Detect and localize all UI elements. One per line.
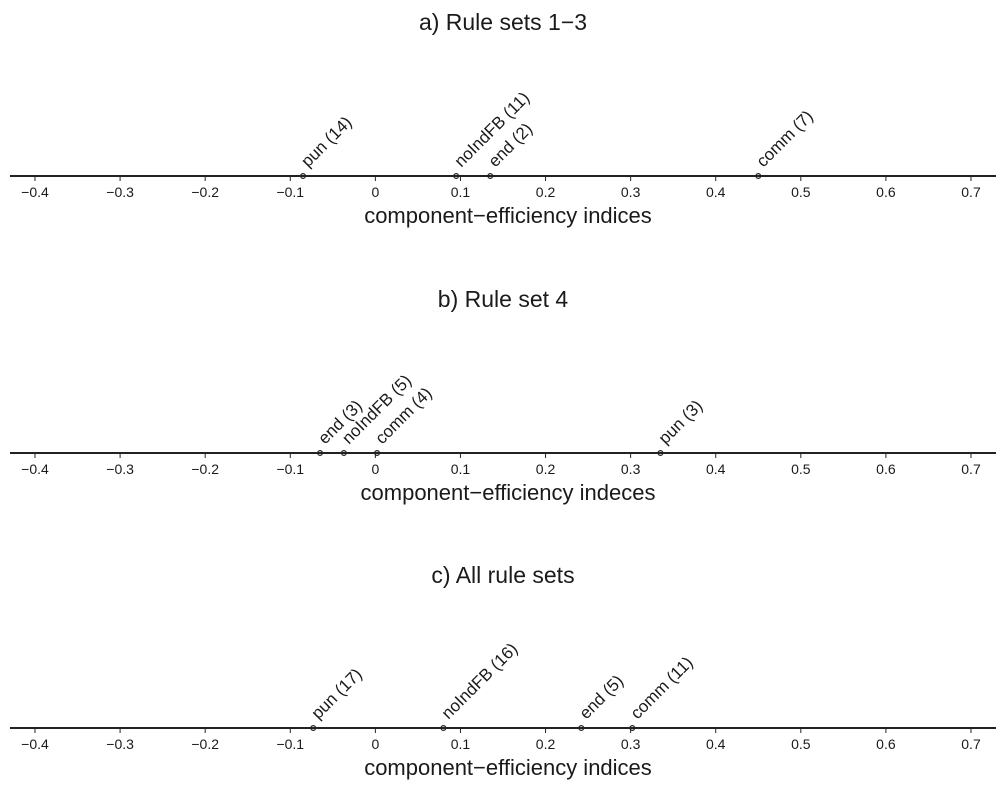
data-point xyxy=(440,724,447,731)
data-point-label: comm (11) xyxy=(627,653,697,723)
x-tick-label: 0.1 xyxy=(451,461,471,477)
x-tick-label: 0.2 xyxy=(536,184,556,200)
data-point xyxy=(374,450,381,457)
x-tick-label: −0.2 xyxy=(191,736,219,752)
chart-title: a) Rule sets 1−3 xyxy=(419,9,587,35)
x-tick-label: 0.4 xyxy=(706,461,726,477)
x-tick-label: 0.6 xyxy=(876,736,896,752)
x-tick-label: −0.1 xyxy=(276,184,304,200)
x-tick-label: −0.3 xyxy=(106,184,134,200)
data-point xyxy=(755,173,762,180)
x-tick-label: −0.4 xyxy=(21,736,49,752)
x-tick-label: 0 xyxy=(371,736,379,752)
x-tick-label: 0.7 xyxy=(961,736,981,752)
x-axis-label: component−efficiency indices xyxy=(364,755,652,780)
x-tick-label: 0.2 xyxy=(536,461,556,477)
x-axis-label: component−efficiency indeces xyxy=(361,480,656,505)
data-point xyxy=(453,173,460,180)
x-tick-label: 0.1 xyxy=(451,736,471,752)
x-tick-label: 0.1 xyxy=(451,184,471,200)
x-tick-label: 0.6 xyxy=(876,461,896,477)
x-tick-label: −0.4 xyxy=(21,461,49,477)
x-tick-label: 0 xyxy=(371,461,379,477)
panels: a) Rule sets 1−3 −0.4 −0.3 −0.2 −0.1 0 0.1 0.2 0… xyxy=(10,9,996,780)
x-tick-label: 0.5 xyxy=(791,461,811,477)
data-point-label: pun (14) xyxy=(297,113,355,171)
panel-b: b) Rule set 4 −0.4 −0.3 −0.2 −0.1 0 0.1 0.2 0.3 0… xyxy=(10,286,996,505)
x-tick-label: −0.4 xyxy=(21,184,49,200)
data-point xyxy=(310,724,317,731)
x-tick-label: 0 xyxy=(371,184,379,200)
data-point xyxy=(629,724,636,731)
data-point xyxy=(578,724,585,731)
x-tick-label: 0.7 xyxy=(961,461,981,477)
x-tick-label: 0.7 xyxy=(961,184,981,200)
data-point-label: pun (3) xyxy=(655,396,707,448)
chart-title: c) All rule sets xyxy=(431,562,574,588)
x-tick-label: −0.1 xyxy=(276,461,304,477)
data-point xyxy=(487,173,494,180)
data-point xyxy=(657,450,664,457)
panel-c: c) All rule sets −0.4 −0.3 −0.2 −0.1 0 0.1 0.2 0… xyxy=(10,562,996,780)
x-tick-label: −0.2 xyxy=(191,461,219,477)
data-point-label: noIndFB (16) xyxy=(438,639,522,723)
x-tick-label: 0.3 xyxy=(621,461,641,477)
x-tick-label: −0.3 xyxy=(106,736,134,752)
x-axis-label: component−efficiency indices xyxy=(364,203,652,228)
x-tick-label: −0.2 xyxy=(191,184,219,200)
x-tick-label: −0.1 xyxy=(276,736,304,752)
x-tick-label: −0.3 xyxy=(106,461,134,477)
data-point xyxy=(340,450,347,457)
panel-a: a) Rule sets 1−3 −0.4 −0.3 −0.2 −0.1 0 0.1 0.2 0… xyxy=(10,9,996,228)
x-tick-label: 0.4 xyxy=(706,184,726,200)
x-tick-label: 0.3 xyxy=(621,184,641,200)
data-point-label: pun (17) xyxy=(308,665,366,723)
data-point-label: comm (7) xyxy=(753,107,817,171)
data-point-label: end (5) xyxy=(576,671,628,723)
x-tick-label: 0.4 xyxy=(706,736,726,752)
x-tick-label: 0.2 xyxy=(536,736,556,752)
chart-title: b) Rule set 4 xyxy=(438,286,569,312)
x-tick-label: 0.5 xyxy=(791,184,811,200)
data-point xyxy=(317,450,324,457)
x-tick-label: 0.3 xyxy=(621,736,641,752)
x-tick-label: 0.6 xyxy=(876,184,896,200)
x-tick-label: 0.5 xyxy=(791,736,811,752)
data-point xyxy=(300,173,307,180)
